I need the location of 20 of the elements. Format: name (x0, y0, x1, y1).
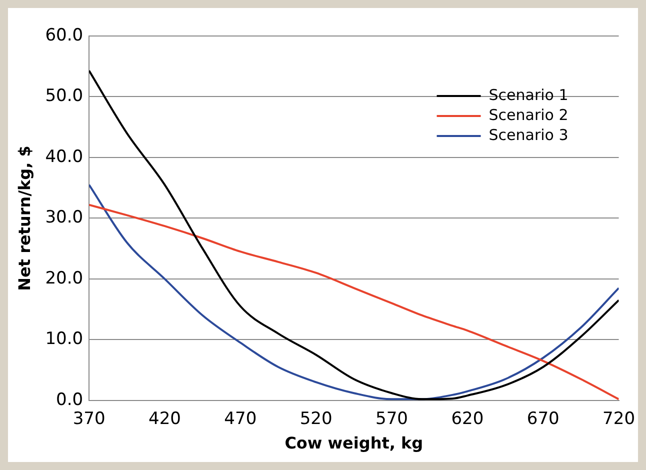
y-tick-label: 50.0 (45, 86, 84, 106)
y-tick-label: 60.0 (45, 25, 84, 46)
x-tick-label: 520 (300, 409, 332, 430)
x-tick-label: 470 (224, 409, 257, 430)
y-tick-label: 30.0 (45, 208, 84, 228)
y-axis-title: Net return/kg, $ (14, 146, 34, 291)
y-tick-label: 10.0 (45, 329, 84, 350)
x-tick-label: 620 (451, 409, 484, 430)
x-tick-label: 670 (526, 409, 560, 430)
y-tick-label: 40.0 (45, 146, 84, 167)
x-axis-title: Cow weight, kg (284, 434, 424, 453)
x-tick-label: 720 (602, 409, 636, 430)
legend-label: Scenario 2 (488, 106, 568, 124)
x-tick-label: 420 (148, 409, 181, 430)
legend-label: Scenario 1 (488, 86, 568, 104)
x-tick-label: 570 (376, 409, 408, 430)
legend-label: Scenario 3 (488, 126, 568, 144)
y-tick-label: 0.0 (56, 390, 84, 410)
x-tick-label: 370 (72, 409, 106, 430)
y-tick-label: 20.0 (45, 268, 84, 288)
